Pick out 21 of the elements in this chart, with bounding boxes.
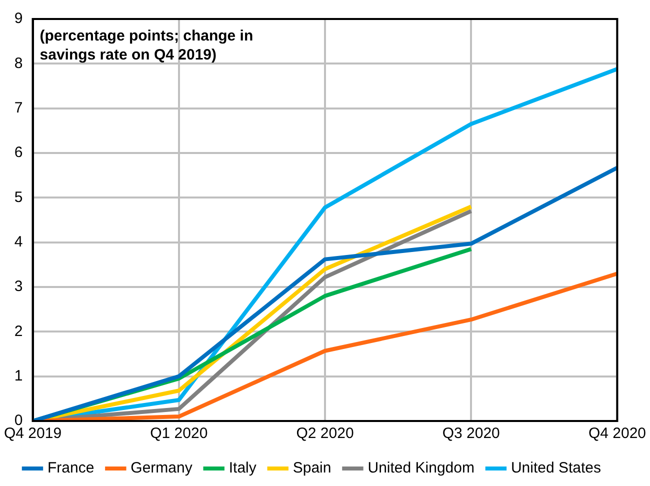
y-tick-label: 6 bbox=[14, 144, 23, 162]
annotation: (percentage points; change in savings rate on Q4 2019) bbox=[40, 28, 254, 64]
x-tick-label: Q2 2020 bbox=[296, 425, 354, 442]
legend-label: Italy bbox=[228, 460, 257, 477]
x-tick-label: Q4 2020 bbox=[588, 425, 646, 442]
legend-label: Germany bbox=[130, 460, 193, 477]
y-tick-label: 8 bbox=[14, 54, 23, 72]
legend-label: Spain bbox=[292, 460, 332, 477]
x-tick-label: Q3 2020 bbox=[442, 425, 500, 442]
y-tick-label: 9 bbox=[14, 10, 23, 28]
y-tick-label: 4 bbox=[14, 233, 23, 250]
legend-label: United States bbox=[510, 460, 602, 477]
x-tick-label: Q1 2020 bbox=[150, 425, 208, 442]
y-tick-label: 1 bbox=[14, 367, 23, 384]
x-tick-label: Q4 2019 bbox=[4, 425, 62, 442]
legend-label: France bbox=[47, 460, 94, 477]
y-tick-label: 7 bbox=[14, 99, 23, 116]
y-tick-label: 5 bbox=[14, 188, 23, 206]
legend-label: United Kingdom bbox=[368, 460, 474, 477]
y-tick-label: 2 bbox=[14, 322, 23, 340]
y-tick-label: 3 bbox=[14, 278, 23, 296]
